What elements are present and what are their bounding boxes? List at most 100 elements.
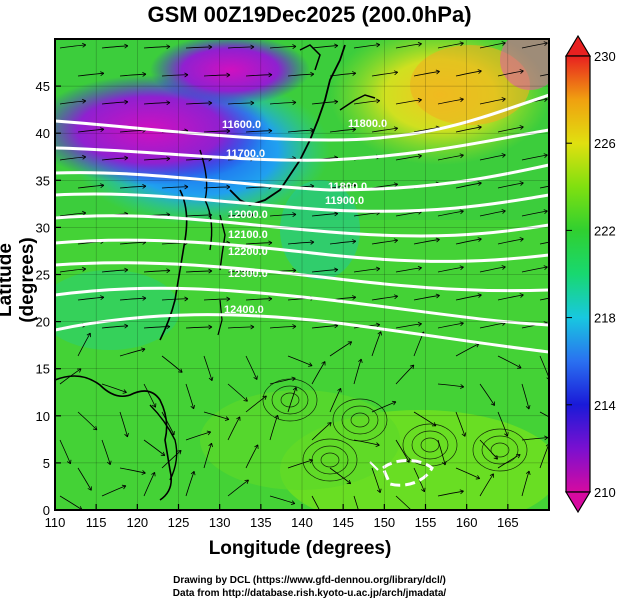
streamline-arrowhead (100, 71, 105, 77)
streamline-arrowhead (224, 416, 230, 421)
streamline (119, 73, 146, 77)
streamline (497, 238, 524, 245)
streamline (143, 326, 170, 329)
streamline (539, 411, 549, 418)
streamline-arrowhead (493, 455, 498, 460)
streamline-arrowhead (519, 237, 524, 242)
streamline-arrowhead (375, 266, 381, 272)
streamline-vortex (320, 452, 340, 468)
streamline (203, 411, 230, 420)
streamline (185, 431, 211, 441)
grid-lines (54, 39, 549, 511)
streamline-arrowhead (77, 368, 82, 373)
streamline (395, 155, 422, 161)
streamline-vortex (481, 435, 519, 465)
streamline-arrowhead (393, 238, 398, 244)
streamline-arrowhead (142, 183, 147, 189)
streamline-arrowhead (346, 479, 352, 485)
streamline-arrowhead (100, 127, 105, 133)
streamline-arrowhead (160, 451, 166, 457)
streamline-arrowhead (352, 183, 357, 188)
x-tick-label: 115 (86, 515, 107, 530)
streamline (227, 326, 254, 329)
streamline (329, 467, 351, 485)
streamline (227, 416, 241, 441)
streamline-arrowhead (347, 341, 353, 346)
streamline (413, 295, 440, 301)
streamline (497, 411, 508, 437)
streamline-arrowhead (124, 323, 129, 329)
streamline (437, 490, 464, 497)
streamline-arrowhead (86, 332, 91, 338)
streamline (329, 341, 352, 357)
streamline-arrowhead (376, 488, 382, 493)
streamline (539, 185, 549, 189)
streamline-arrowhead (544, 435, 549, 441)
streamline (395, 43, 422, 49)
streamline-arrowhead (292, 324, 297, 329)
streamline (143, 383, 156, 408)
streamline (455, 238, 482, 245)
streamline (245, 242, 272, 245)
streamline (287, 459, 313, 469)
streamline-arrowhead (459, 209, 464, 215)
streamline (269, 377, 296, 385)
streamline-arrowhead (81, 42, 87, 48)
streamline (245, 130, 272, 133)
streamline-arrowhead (543, 41, 548, 46)
streamline (269, 101, 296, 105)
streamline-arrowhead (208, 44, 213, 50)
y-tick-label: 45 (36, 79, 50, 94)
colorbar-tick-label: 226 (594, 136, 616, 151)
streamline-arrowhead (393, 70, 398, 76)
contour-label: 11700.0 (226, 148, 265, 160)
streamline (353, 44, 380, 49)
streamline-arrowhead (253, 375, 258, 380)
streamline (311, 101, 338, 105)
streamline-arrowhead (519, 293, 524, 298)
streamline-arrowhead (562, 238, 566, 242)
y-axis-label: Latitude (degrees) (0, 237, 38, 323)
streamline-arrowhead (391, 400, 397, 406)
streamline-arrowhead (337, 387, 342, 393)
streamline (77, 72, 104, 77)
streamline (59, 368, 82, 385)
streamline-arrowhead (459, 265, 464, 271)
streamline-arrowhead (460, 384, 465, 389)
streamline-arrowhead (206, 430, 212, 436)
streamline (119, 411, 128, 437)
streamline (497, 454, 521, 469)
streamline (101, 439, 111, 465)
streamline-arrowhead (501, 97, 506, 102)
streamline (161, 450, 182, 469)
streamline-vortex (420, 437, 440, 453)
streamline-arrowhead (124, 155, 129, 161)
streamline (437, 383, 464, 388)
streamline-arrowhead (141, 347, 146, 353)
streamline-arrowhead (226, 72, 231, 78)
streamline (185, 383, 195, 409)
streamline (143, 158, 170, 161)
streamline (539, 241, 549, 245)
streamline (245, 395, 267, 413)
streamline (119, 348, 146, 357)
x-tick-label: 145 (332, 515, 354, 530)
contour-label: 11800.0 (328, 181, 367, 193)
streamline (59, 495, 83, 510)
streamline (245, 355, 258, 380)
streamline (143, 270, 170, 273)
streamline-arrowhead (501, 153, 506, 158)
colorbar-tick-label: 210 (594, 485, 616, 500)
x-tick-label: 110 (45, 515, 66, 530)
streamline (479, 439, 498, 460)
colorbar-ticks: 230 226 222 218 214 210 (566, 49, 616, 500)
colorbar-max-triangle (564, 34, 592, 57)
streamline (395, 267, 422, 273)
streamline-arrowhead (352, 295, 357, 300)
streamline-arrowhead (334, 211, 339, 217)
streamline-arrowhead (417, 153, 422, 159)
streamline (479, 322, 506, 329)
colorbar-tick-label: 222 (594, 223, 616, 238)
streamline-arrowhead (359, 517, 363, 521)
x-tick-label: 130 (209, 515, 231, 530)
